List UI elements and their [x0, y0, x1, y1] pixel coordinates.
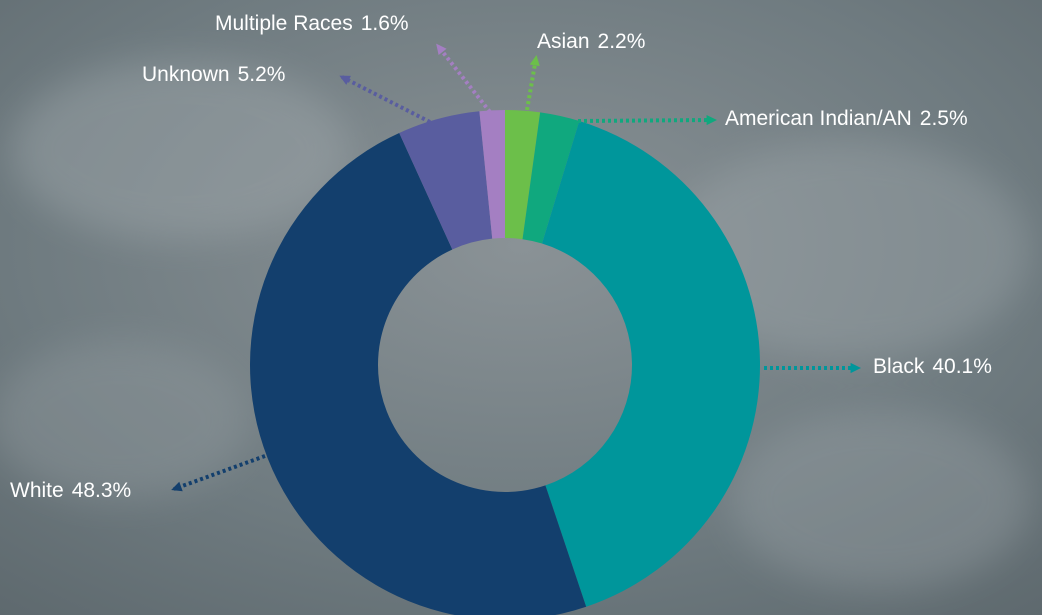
value-label: 2.2% [598, 30, 646, 53]
page: Asian 2.2% American Indian/AN 2.5% Black 40.1… [0, 0, 1042, 615]
slice-label: Black 40.1% [873, 355, 992, 378]
category-name: American Indian/AN [725, 107, 912, 130]
category-name: Black [873, 355, 925, 378]
value-label: 5.2% [238, 63, 286, 86]
value-label: 48.3% [72, 479, 132, 502]
leader-line [578, 120, 714, 121]
category-name: White [10, 479, 64, 502]
slice-label: American Indian/AN 2.5% [725, 107, 968, 130]
slice-label: Unknown 5.2% [142, 63, 285, 86]
category-name: Multiple Races [215, 12, 353, 35]
category-name: Unknown [142, 63, 230, 86]
slice-label: Multiple Races 1.6% [215, 12, 409, 35]
value-label: 2.5% [920, 107, 968, 130]
value-label: 40.1% [932, 355, 992, 378]
value-label: 1.6% [361, 12, 409, 35]
category-name: Asian [537, 30, 590, 53]
chart: Asian 2.2% American Indian/AN 2.5% Black 40.1… [0, 0, 1042, 615]
